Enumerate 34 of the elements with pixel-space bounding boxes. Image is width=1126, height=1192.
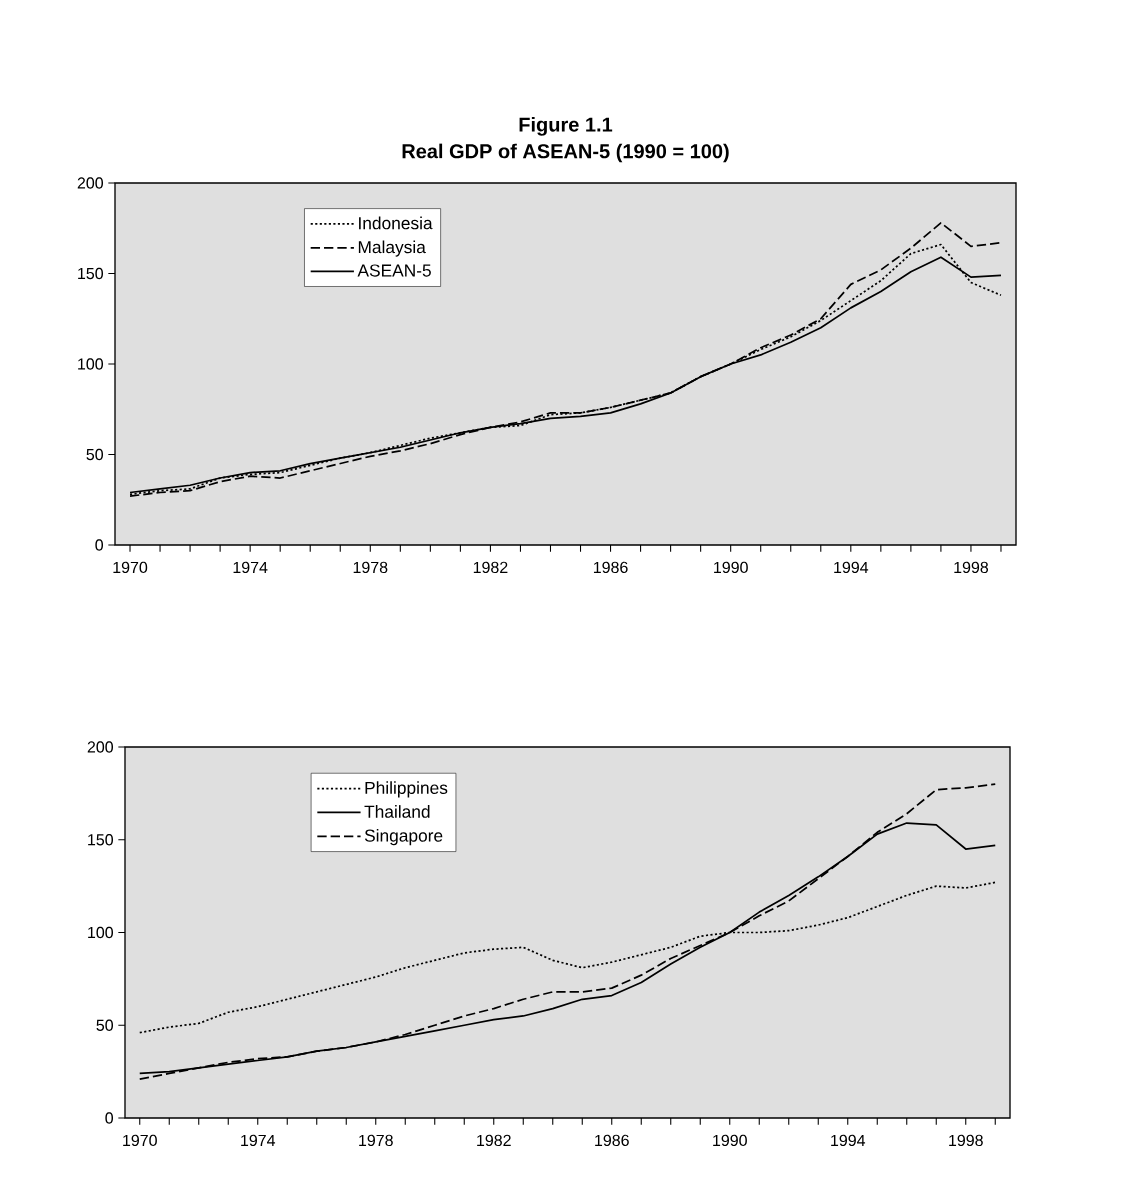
x-tick-label: 1994 xyxy=(834,561,869,574)
y-tick-label: 50 xyxy=(96,1019,114,1031)
y-tick-label: 150 xyxy=(88,834,114,846)
x-tick-label: 1970 xyxy=(113,561,148,574)
x-tick-label: 1998 xyxy=(954,561,989,574)
x-tick-label: 1990 xyxy=(713,1134,747,1147)
x-tick-label: 1978 xyxy=(359,1134,393,1147)
chart-title: Figure 1.1 xyxy=(519,116,613,136)
legend-label: Indonesia xyxy=(359,216,433,230)
x-tick-label: 1982 xyxy=(473,561,508,574)
x-tick-label: 1978 xyxy=(353,561,388,574)
y-tick-label: 0 xyxy=(95,539,104,551)
x-tick-label: 1998 xyxy=(949,1134,983,1147)
y-tick-label: 0 xyxy=(105,1112,114,1124)
x-tick-label: 1974 xyxy=(233,561,268,574)
x-tick-label: 1982 xyxy=(477,1134,511,1147)
y-tick-label: 200 xyxy=(77,177,104,189)
legend-label: Thailand xyxy=(364,805,430,818)
y-tick-label: 50 xyxy=(86,448,104,461)
x-tick-label: 1970 xyxy=(123,1134,157,1147)
legend-label: Singapore xyxy=(364,829,443,846)
legend-label: ASEAN-5 xyxy=(357,264,431,277)
x-tick-label: 1994 xyxy=(831,1134,866,1147)
legend-label: Philippines xyxy=(365,781,448,798)
legend-label: Malaysia xyxy=(358,240,426,257)
y-tick-label: 100 xyxy=(88,926,114,939)
chart-subtitle: Real GDP of ASEAN-5 (1990 = 100) xyxy=(402,143,729,163)
y-tick-label: 100 xyxy=(78,358,104,370)
y-tick-label: 200 xyxy=(87,741,114,753)
y-tick-label: 150 xyxy=(78,267,104,280)
x-tick-label: 1974 xyxy=(241,1134,276,1147)
x-tick-label: 1986 xyxy=(593,561,628,574)
x-tick-label: 1986 xyxy=(595,1134,629,1147)
x-tick-label: 1990 xyxy=(714,561,748,574)
